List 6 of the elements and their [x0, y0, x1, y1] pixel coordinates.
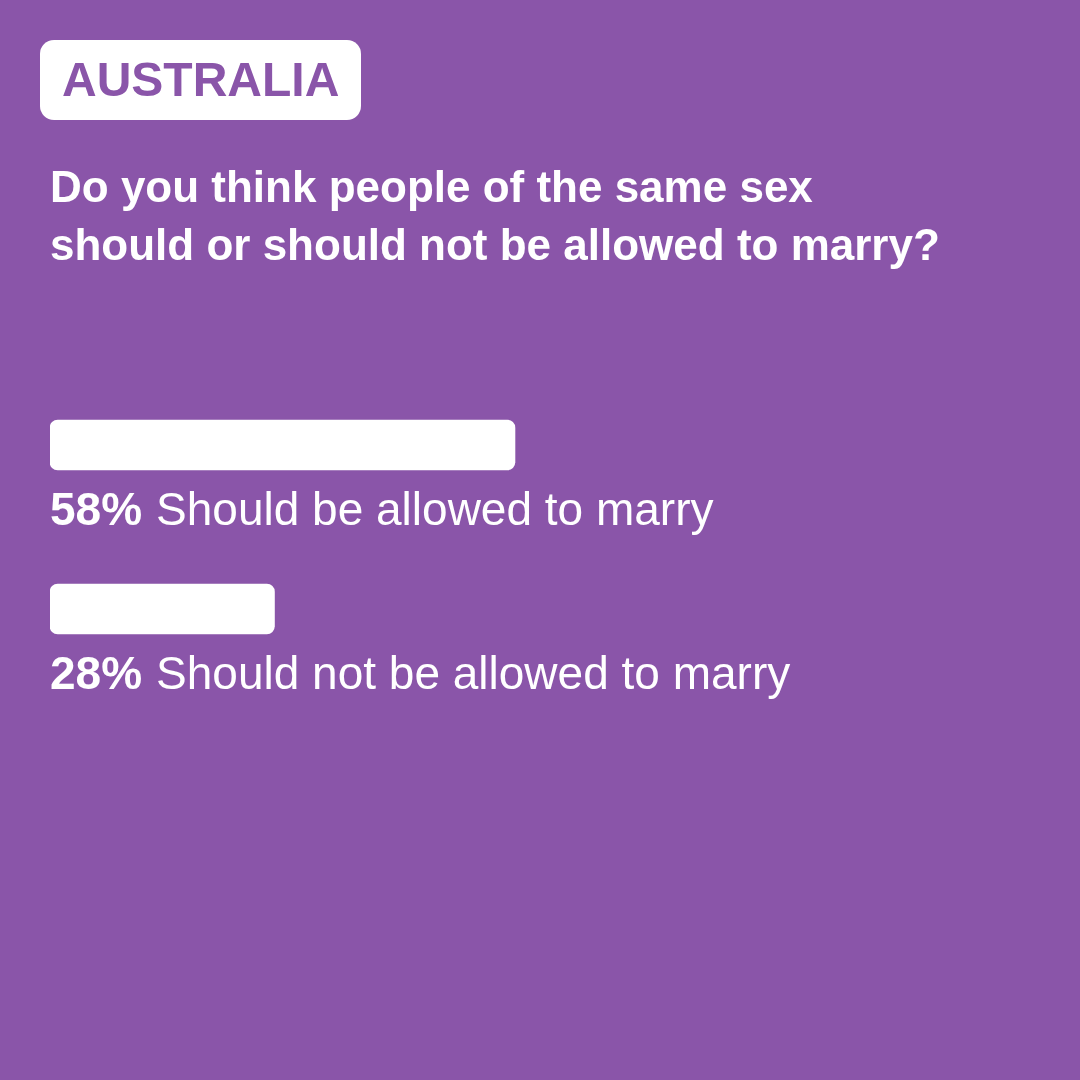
data-label: 28% [50, 647, 143, 699]
chart-title: Do you think people of the same sex should or should not be allowed to marry? [50, 161, 940, 271]
data-label: 58% [50, 483, 143, 535]
text: AUSTRALIA [40, 40, 362, 120]
y-tick-label: Should not be allowed to marry [156, 647, 791, 699]
y-tick-label: Should be allowed to marry [156, 483, 714, 535]
